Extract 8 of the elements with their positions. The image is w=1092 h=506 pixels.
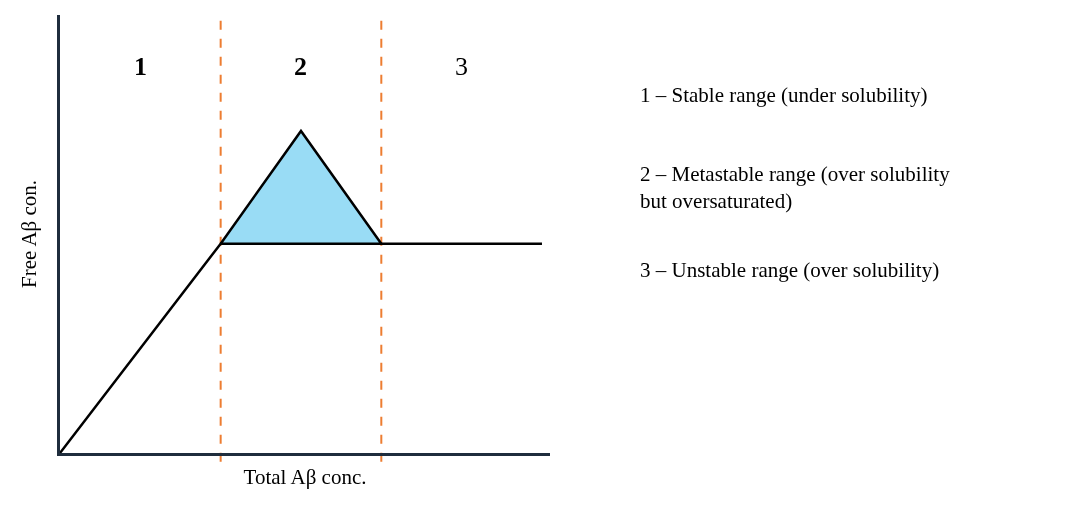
text: 1 – Stable range (under solubility) xyxy=(640,83,928,107)
text: 2 xyxy=(294,52,307,81)
text: 3 xyxy=(455,52,468,81)
text: 2 – Metastable range (over solubility but oversaturated) xyxy=(640,162,951,214)
y-axis-title: Free Aβ con. xyxy=(17,179,42,289)
text: 1 xyxy=(134,52,147,81)
x-axis-title: Total Aβ conc. xyxy=(243,464,367,489)
text: 3 – Unstable range (over solubility) xyxy=(640,258,940,282)
